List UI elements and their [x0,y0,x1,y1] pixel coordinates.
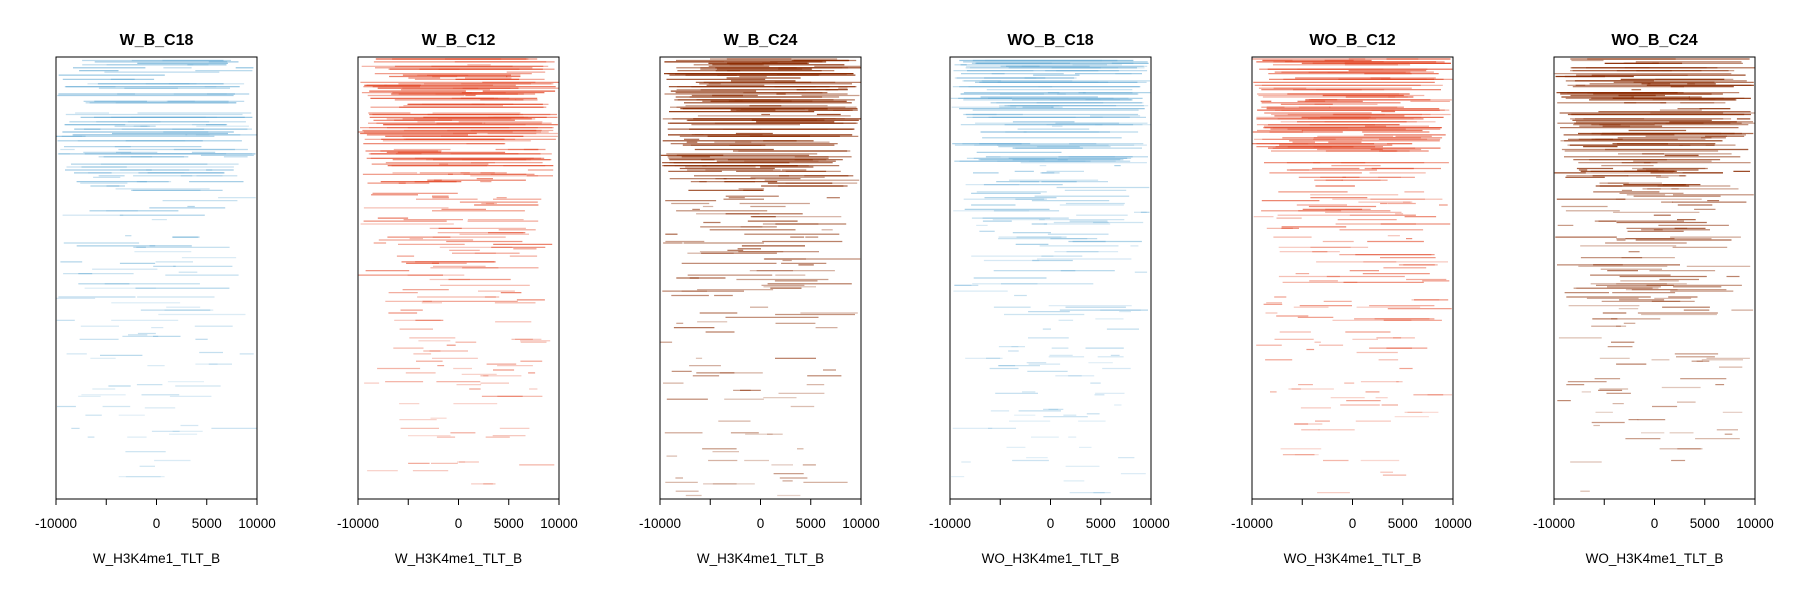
heatmap-streaks [56,59,257,478]
x-tick-label: 10000 [1132,516,1170,531]
panel-title: W_B_C24 [724,32,798,49]
x-tick-label: 10000 [238,516,276,531]
x-tick-label: 5000 [1388,516,1418,531]
x-axis-label: WO_H3K4me1_TLT_B [1284,551,1422,566]
x-tick-label: 5000 [1690,516,1720,531]
panel-title: WO_B_C12 [1309,32,1395,49]
x-tick-label: 10000 [1434,516,1472,531]
heatmap-panel-5: WO_B_C12 -10000 0 5000 10000 WO_H3K4me1_TLT_B [1231,32,1472,566]
x-tick-label: 10000 [1736,516,1774,531]
x-axis: -10000 0 5000 10000 [1533,499,1774,531]
x-axis-label: WO_H3K4me1_TLT_B [1586,551,1724,566]
x-axis-label: W_H3K4me1_TLT_B [93,551,220,566]
x-axis-label: WO_H3K4me1_TLT_B [982,551,1120,566]
x-tick-label: 5000 [192,516,222,531]
x-tick-label: 0 [1349,516,1357,531]
panel-frame [55,56,258,500]
x-tick-label: 10000 [842,516,880,531]
x-tick-label: 0 [1651,516,1659,531]
x-axis: -10000 0 5000 10000 [1231,499,1472,531]
heatmap-streaks [950,59,1151,494]
x-axis: -10000 0 5000 10000 [929,499,1170,531]
heatmap-panel-4: WO_B_C18 -10000 0 5000 10000 WO_H3K4me1_TLT_B [929,32,1170,566]
x-tick-label: 0 [1047,516,1055,531]
heatmap-streaks [660,58,861,497]
x-axis: -10000 0 5000 10000 [35,499,276,531]
x-tick-label: 5000 [494,516,524,531]
x-tick-label: -10000 [929,516,971,531]
x-tick-label: -10000 [35,516,77,531]
x-tick-label: -10000 [337,516,379,531]
x-tick-label: -10000 [1533,516,1575,531]
panel-title: WO_B_C18 [1007,32,1093,49]
heatmap-panel-3: W_B_C24 -10000 0 5000 10000 W_H3K4me1_TLT_B [639,32,880,566]
x-tick-label: 0 [455,516,463,531]
x-axis: -10000 0 5000 10000 [639,499,880,531]
heatmap-panel-1: W_B_C18 -10000 0 5000 10000 W_H3K4me1_TLT_B [35,32,276,566]
x-tick-label: 0 [757,516,765,531]
x-axis-label: W_H3K4me1_TLT_B [395,551,522,566]
x-tick-label: 5000 [1086,516,1116,531]
x-tick-label: -10000 [639,516,681,531]
heatmap-streaks [358,58,559,485]
heatmap-streaks [1554,58,1755,492]
heatmap-panel-6: WO_B_C24 -10000 0 5000 10000 WO_H3K4me1_TLT_B [1533,32,1774,566]
x-axis-label: W_H3K4me1_TLT_B [697,551,824,566]
heatmap-streaks [1252,58,1453,494]
x-tick-label: 10000 [540,516,578,531]
x-axis: -10000 0 5000 10000 [337,499,578,531]
heatmap-panel-2: W_B_C12 -10000 0 5000 10000 W_H3K4me1_TLT_B [337,32,578,566]
x-tick-label: -10000 [1231,516,1273,531]
panel-frame [1251,56,1454,500]
panel-title: W_B_C12 [422,32,496,49]
x-tick-label: 5000 [796,516,826,531]
x-tick-label: 0 [153,516,161,531]
panel-title: WO_B_C24 [1611,32,1697,49]
panel-title: W_B_C18 [120,32,194,49]
